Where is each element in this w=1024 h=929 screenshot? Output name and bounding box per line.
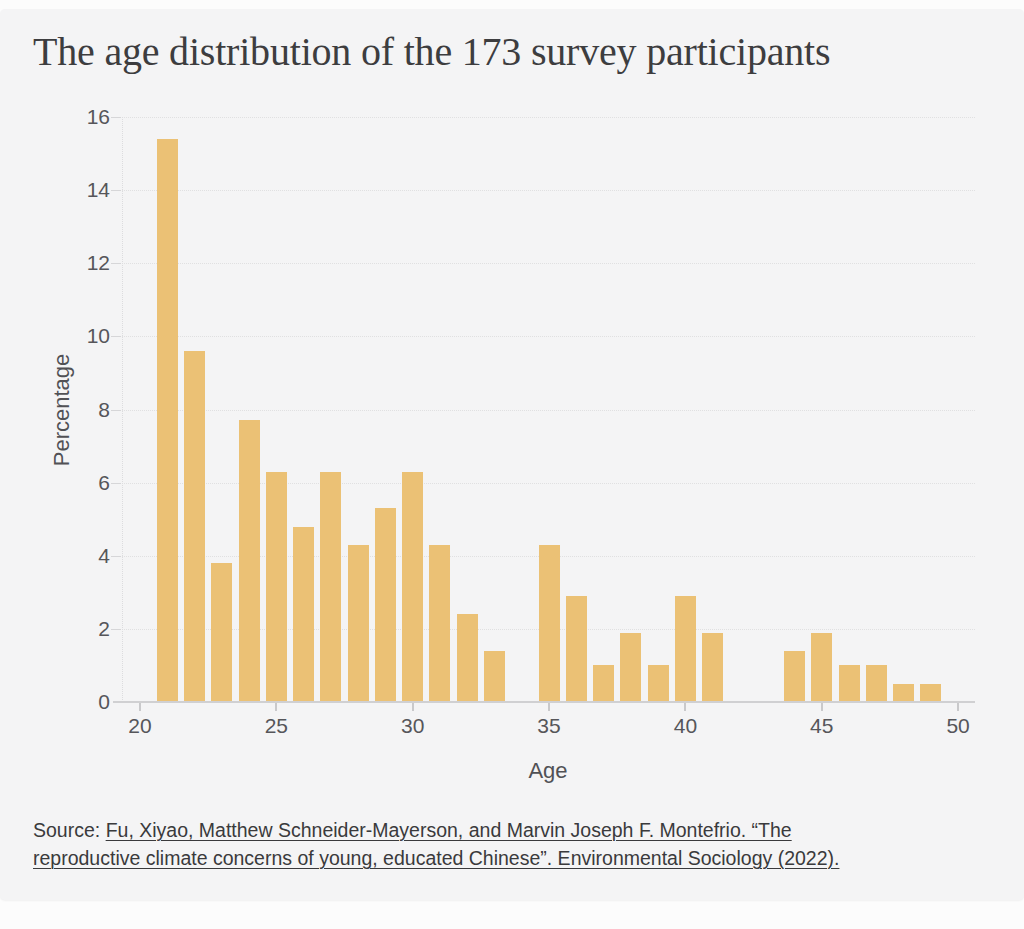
source-link[interactable]: Fu, Xiyao, Matthew Schneider-Mayerson, a… <box>33 819 839 869</box>
bar-age-40 <box>675 596 696 702</box>
bar-age-48 <box>893 684 914 702</box>
bar-age-26 <box>293 527 314 703</box>
y-tick-label: 2 <box>38 617 110 641</box>
source-prefix: Source: <box>33 819 100 841</box>
y-tick-label: 8 <box>38 398 110 422</box>
bar-age-29 <box>375 508 396 702</box>
bar-age-28 <box>348 545 369 702</box>
bar-age-47 <box>866 665 887 702</box>
x-tick-label: 45 <box>790 714 854 738</box>
bar-age-27 <box>320 472 341 702</box>
bar-age-46 <box>839 665 860 702</box>
bar-age-41 <box>702 633 723 702</box>
bar-age-25 <box>266 472 287 702</box>
x-tick <box>957 703 959 711</box>
y-tick-label: 14 <box>38 178 110 202</box>
x-axis-title: Age <box>528 758 567 784</box>
y-tick <box>111 483 121 484</box>
x-tick <box>548 703 550 711</box>
x-tick <box>275 703 277 711</box>
bar-age-24 <box>239 420 260 702</box>
y-tick <box>111 556 121 557</box>
bar-age-44 <box>784 651 805 702</box>
bar-age-23 <box>211 563 232 702</box>
bar-age-21 <box>157 139 178 702</box>
bar-age-32 <box>457 614 478 702</box>
gridline <box>113 410 975 411</box>
x-tick <box>139 703 141 711</box>
y-axis-line <box>122 117 123 702</box>
x-axis-line <box>113 701 975 703</box>
bar-age-31 <box>429 545 450 702</box>
bar-age-30 <box>402 472 423 702</box>
y-tick <box>111 336 121 337</box>
y-tick-label: 6 <box>38 471 110 495</box>
bar-age-45 <box>811 633 832 702</box>
x-tick-label: 20 <box>108 714 172 738</box>
gridline <box>113 263 975 264</box>
y-tick <box>111 117 121 118</box>
bar-age-36 <box>566 596 587 702</box>
bar-age-35 <box>539 545 560 702</box>
bar-age-22 <box>184 351 205 702</box>
x-tick-label: 30 <box>381 714 445 738</box>
x-tick-label: 25 <box>244 714 308 738</box>
y-tick-label: 10 <box>38 324 110 348</box>
gridline <box>113 336 975 337</box>
y-tick <box>111 263 121 264</box>
x-tick-label: 35 <box>517 714 581 738</box>
x-tick-label: 40 <box>653 714 717 738</box>
bar-age-37 <box>593 665 614 702</box>
y-tick-label: 0 <box>38 690 110 714</box>
x-tick <box>412 703 414 711</box>
y-tick-label: 16 <box>38 105 110 129</box>
plot-area: Percentage Age 0246810121416202530354045… <box>0 0 1024 929</box>
bar-age-38 <box>620 633 641 702</box>
y-tick-label: 4 <box>38 544 110 568</box>
x-tick-label: 50 <box>926 714 990 738</box>
source-note: Source: Fu, Xiyao, Matthew Schneider-May… <box>33 816 873 872</box>
gridline <box>113 117 975 118</box>
y-tick-label: 12 <box>38 251 110 275</box>
x-tick <box>684 703 686 711</box>
y-tick <box>111 410 121 411</box>
y-tick <box>111 629 121 630</box>
bar-age-49 <box>920 684 941 702</box>
gridline <box>113 190 975 191</box>
bar-age-33 <box>484 651 505 702</box>
x-tick <box>821 703 823 711</box>
bar-age-39 <box>648 665 669 702</box>
y-tick <box>111 190 121 191</box>
